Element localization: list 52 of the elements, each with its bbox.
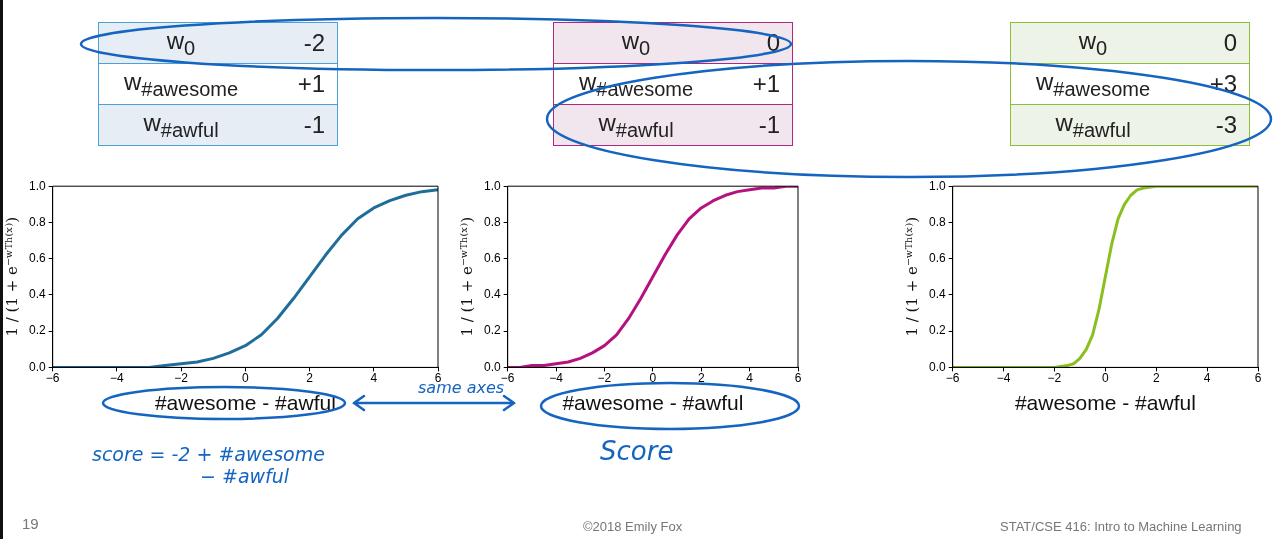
y-tick-label: 0.8 (928, 214, 946, 229)
text: 19 (22, 515, 39, 532)
y-tick-label: 0.2 (483, 323, 501, 338)
x-axis-title: #awesome - #awful (154, 391, 336, 415)
x-tick-label: −4 (110, 370, 125, 385)
text: STAT/CSE 416: Intro to Machine Learning (1000, 519, 1242, 534)
x-tick-label: 4 (1203, 370, 1211, 385)
y-tick-label: 0.6 (928, 250, 946, 265)
x-tick-label: 4 (370, 370, 378, 385)
x-tick-label: 4 (746, 370, 754, 385)
y-tick-label: 0.6 (28, 250, 46, 265)
x-tick-label: −2 (1047, 370, 1062, 385)
x-tick-label: 6 (1254, 370, 1262, 385)
x-tick-label: −6 (45, 370, 60, 385)
x-axis-title: #awesome - #awful (562, 391, 744, 415)
x-tick-label: 2 (1152, 370, 1160, 385)
y-tick-label: 0.4 (28, 287, 46, 302)
y-tick-label: 0.8 (483, 214, 501, 229)
x-axis-title: #awesome - #awful (1014, 391, 1196, 415)
y-tick-label: 1.0 (483, 178, 501, 193)
y-tick-label: 1.0 (28, 178, 46, 193)
y-tick-label: 0.0 (483, 359, 501, 374)
x-tick-label: −2 (597, 370, 612, 385)
text: score = -2 + #awesome (92, 443, 325, 465)
x-tick-label: −2 (174, 370, 189, 385)
weights-table: w$_{0}$ -2 w$_{#awesome}$ +1 w$_{#awful}$ -1 (98, 22, 338, 146)
y-tick-label: 0.2 (28, 323, 46, 338)
y-tick-label: 0.0 (28, 359, 46, 374)
x-tick-label: 2 (306, 370, 314, 385)
y-tick-label: 0.0 (928, 359, 946, 374)
y-axis-title: 1 / (1 + e⁻ʷᵀʰ⁽ˣ⁾) (2, 217, 21, 337)
x-tick-label: −4 (549, 370, 564, 385)
x-tick-label: 0 (649, 370, 657, 385)
y-tick-label: 1.0 (928, 178, 946, 193)
x-tick-label: 0 (1102, 370, 1109, 385)
y-axis-title: 1 / (1 + e⁻ʷᵀʰ⁽ˣ⁾) (902, 217, 921, 337)
y-tick-label: 0.4 (483, 287, 501, 302)
x-tick-label: 0 (242, 370, 249, 385)
x-tick-label: −6 (500, 370, 515, 385)
y-tick-label: 0.4 (928, 287, 946, 302)
y-axis-title: 1 / (1 + e⁻ʷᵀʰ⁽ˣ⁾) (457, 217, 476, 337)
y-tick-label: 0.6 (483, 250, 501, 265)
x-tick-label: 6 (794, 370, 802, 385)
x-tick-label: 2 (697, 370, 705, 385)
x-tick-label: −4 (996, 370, 1011, 385)
text: ©2018 Emily Fox (583, 519, 683, 534)
x-tick-label: −6 (945, 370, 960, 385)
weights-table: w$_{0}$ 0 w$_{#awesome}$ +3 w$_{#awful}$ -3 (1010, 22, 1250, 146)
y-tick-label: 0.2 (928, 323, 946, 338)
y-tick-label: 0.8 (28, 214, 46, 229)
text: Score (600, 436, 674, 466)
text: − #awful (200, 465, 290, 487)
